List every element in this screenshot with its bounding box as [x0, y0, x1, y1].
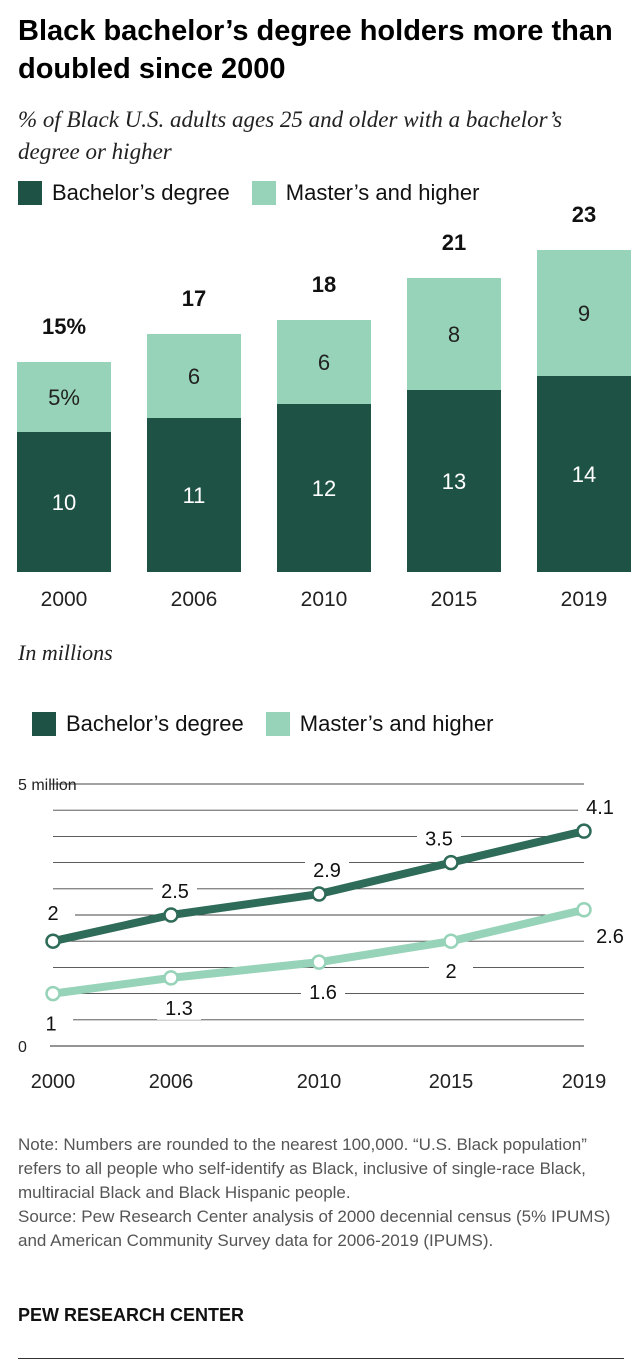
line-x-tick-2000: 2000: [31, 1071, 76, 1093]
bar-legend: Bachelor’s degree Master’s and higher: [18, 180, 501, 206]
point-label-bg-masters-2000: [29, 1011, 73, 1036]
legend2-label-masters: Master’s and higher: [299, 711, 494, 736]
point-bachelor-2006: [163, 907, 179, 923]
point-label-masters-2015: 2: [445, 961, 456, 983]
point-label-bg-bachelor-2010: [305, 858, 349, 883]
point-label-masters-2010: 1.6: [309, 982, 337, 1004]
units-label: In millions: [18, 640, 113, 665]
legend2-swatch-masters: [265, 712, 290, 736]
bar-label-bachelor-2019: 14: [572, 462, 596, 487]
bar-label-masters-2015: 8: [448, 322, 460, 347]
chart-subtitle: % of Black U.S. adults ages 25 and older…: [18, 107, 563, 164]
bottom-divider: [18, 1358, 624, 1359]
point-masters-2010: [311, 954, 327, 970]
bar-x-tick-2000: 2000: [41, 588, 88, 611]
bar-total-2000: 15%: [42, 314, 86, 339]
chart-title: Black bachelor’s degree holders more tha…: [18, 15, 613, 85]
bar-bachelor-2006: [147, 418, 241, 572]
bar-x-tick-2006: 2006: [171, 588, 218, 611]
note-text: Note: Numbers are rounded to the nearest…: [18, 1135, 587, 1202]
point-label-bg-masters-2019: [588, 923, 632, 948]
point-masters-2006: [163, 970, 179, 986]
point-label-masters-2000: 1: [45, 1014, 56, 1036]
bar-x-tick-2019: 2019: [561, 588, 608, 611]
line-x-tick-2010: 2010: [297, 1071, 342, 1093]
legend-item-bachelor: Bachelor’s degree: [18, 180, 230, 206]
bar-masters-2006: [147, 334, 241, 418]
bar-total-2019: 23: [572, 202, 596, 227]
source-text: Source: Pew Research Center analysis of …: [18, 1207, 611, 1250]
y-tick-0: 0: [18, 1039, 27, 1056]
bar-bachelor-2000: [17, 432, 111, 572]
bar-label-bachelor-2015: 13: [442, 469, 466, 494]
bar-label-masters-2019: 9: [578, 301, 590, 326]
bar-masters-2010: [277, 320, 371, 404]
legend-swatch-masters: [251, 181, 276, 205]
bar-total-2006: 17: [182, 286, 206, 311]
point-bachelor-2010: [311, 886, 327, 902]
point-label-bg-masters-2006: [157, 995, 201, 1020]
line-x-tick-2015: 2015: [429, 1071, 474, 1093]
brand-label: PEW RESEARCH CENTER: [18, 1305, 245, 1325]
y-tick-5: 5 million: [18, 777, 77, 794]
legend-label-bachelor: Bachelor’s degree: [52, 180, 230, 205]
bar-bachelor-2019: [537, 376, 631, 572]
bar-total-2015: 21: [442, 230, 466, 255]
legend-label-masters: Master’s and higher: [285, 180, 480, 205]
point-label-bg-masters-2010: [301, 980, 345, 1005]
legend-swatch-bachelor: [18, 181, 42, 205]
point-bachelor-2019: [576, 823, 592, 839]
bar-masters-2015: [407, 278, 501, 390]
point-label-bg-bachelor-2015: [417, 826, 461, 851]
bar-masters-2000: [17, 362, 111, 432]
point-label-bg-bachelor-2019: [578, 795, 622, 820]
stacked-bar-chart: 10 5% 15% 2000 11 6 17 2006 12 6 18 2010 13 8 21 2015 14…: [17, 202, 631, 611]
point-label-bg-bachelor-2006: [153, 879, 197, 903]
point-label-bg-masters-2015: [429, 959, 473, 984]
line-x-tick-2006: 2006: [149, 1071, 194, 1093]
point-label-masters-2006: 1.3: [165, 998, 193, 1020]
line-x-tick-2019: 2019: [562, 1071, 607, 1093]
point-label-bachelor-2000: 2: [47, 903, 58, 925]
bar-label-masters-2010: 6: [318, 350, 330, 375]
point-label-bachelor-2015: 3.5: [425, 829, 453, 851]
point-label-bg-bachelor-2000: [31, 901, 75, 926]
line-chart: 0 5 million 2 2.5 2.9 3.5 4.1 1 1.3 1.6 2 2.6 2000 20…: [18, 777, 632, 1093]
point-label-bachelor-2019: 4.1: [586, 797, 614, 819]
legend-item-masters: Master’s and higher: [251, 180, 480, 206]
bar-label-masters-2000: 5%: [48, 385, 80, 410]
bar-label-bachelor-2006: 11: [183, 483, 206, 508]
point-masters-2019: [576, 902, 592, 918]
chart-note: Note: Numbers are rounded to the nearest…: [18, 1133, 630, 1253]
bar-bachelor-2015: [407, 390, 501, 572]
bar-x-tick-2015: 2015: [431, 588, 478, 611]
point-label-masters-2019: 2.6: [596, 926, 624, 948]
legend2-label-bachelor: Bachelor’s degree: [66, 711, 244, 736]
point-label-bachelor-2006: 2.5: [161, 881, 189, 903]
legend2-item-masters: Master’s and higher: [265, 711, 494, 737]
bar-masters-2019: [537, 250, 631, 376]
point-label-bachelor-2010: 2.9: [313, 860, 341, 882]
bar-x-tick-2010: 2010: [301, 588, 348, 611]
point-masters-2015: [443, 933, 459, 949]
point-bachelor-2000: [45, 933, 61, 949]
bar-label-bachelor-2000: 10: [52, 490, 76, 515]
legend2-item-bachelor: Bachelor’s degree: [32, 711, 244, 737]
line-legend: Bachelor’s degree Master’s and higher: [32, 711, 515, 737]
bar-total-2010: 18: [312, 272, 336, 297]
legend2-swatch-bachelor: [32, 712, 56, 736]
point-masters-2000: [45, 985, 61, 1002]
bar-bachelor-2010: [277, 404, 371, 572]
bar-label-masters-2006: 6: [188, 364, 200, 389]
point-bachelor-2015: [443, 854, 459, 871]
bar-label-bachelor-2010: 12: [312, 476, 336, 501]
